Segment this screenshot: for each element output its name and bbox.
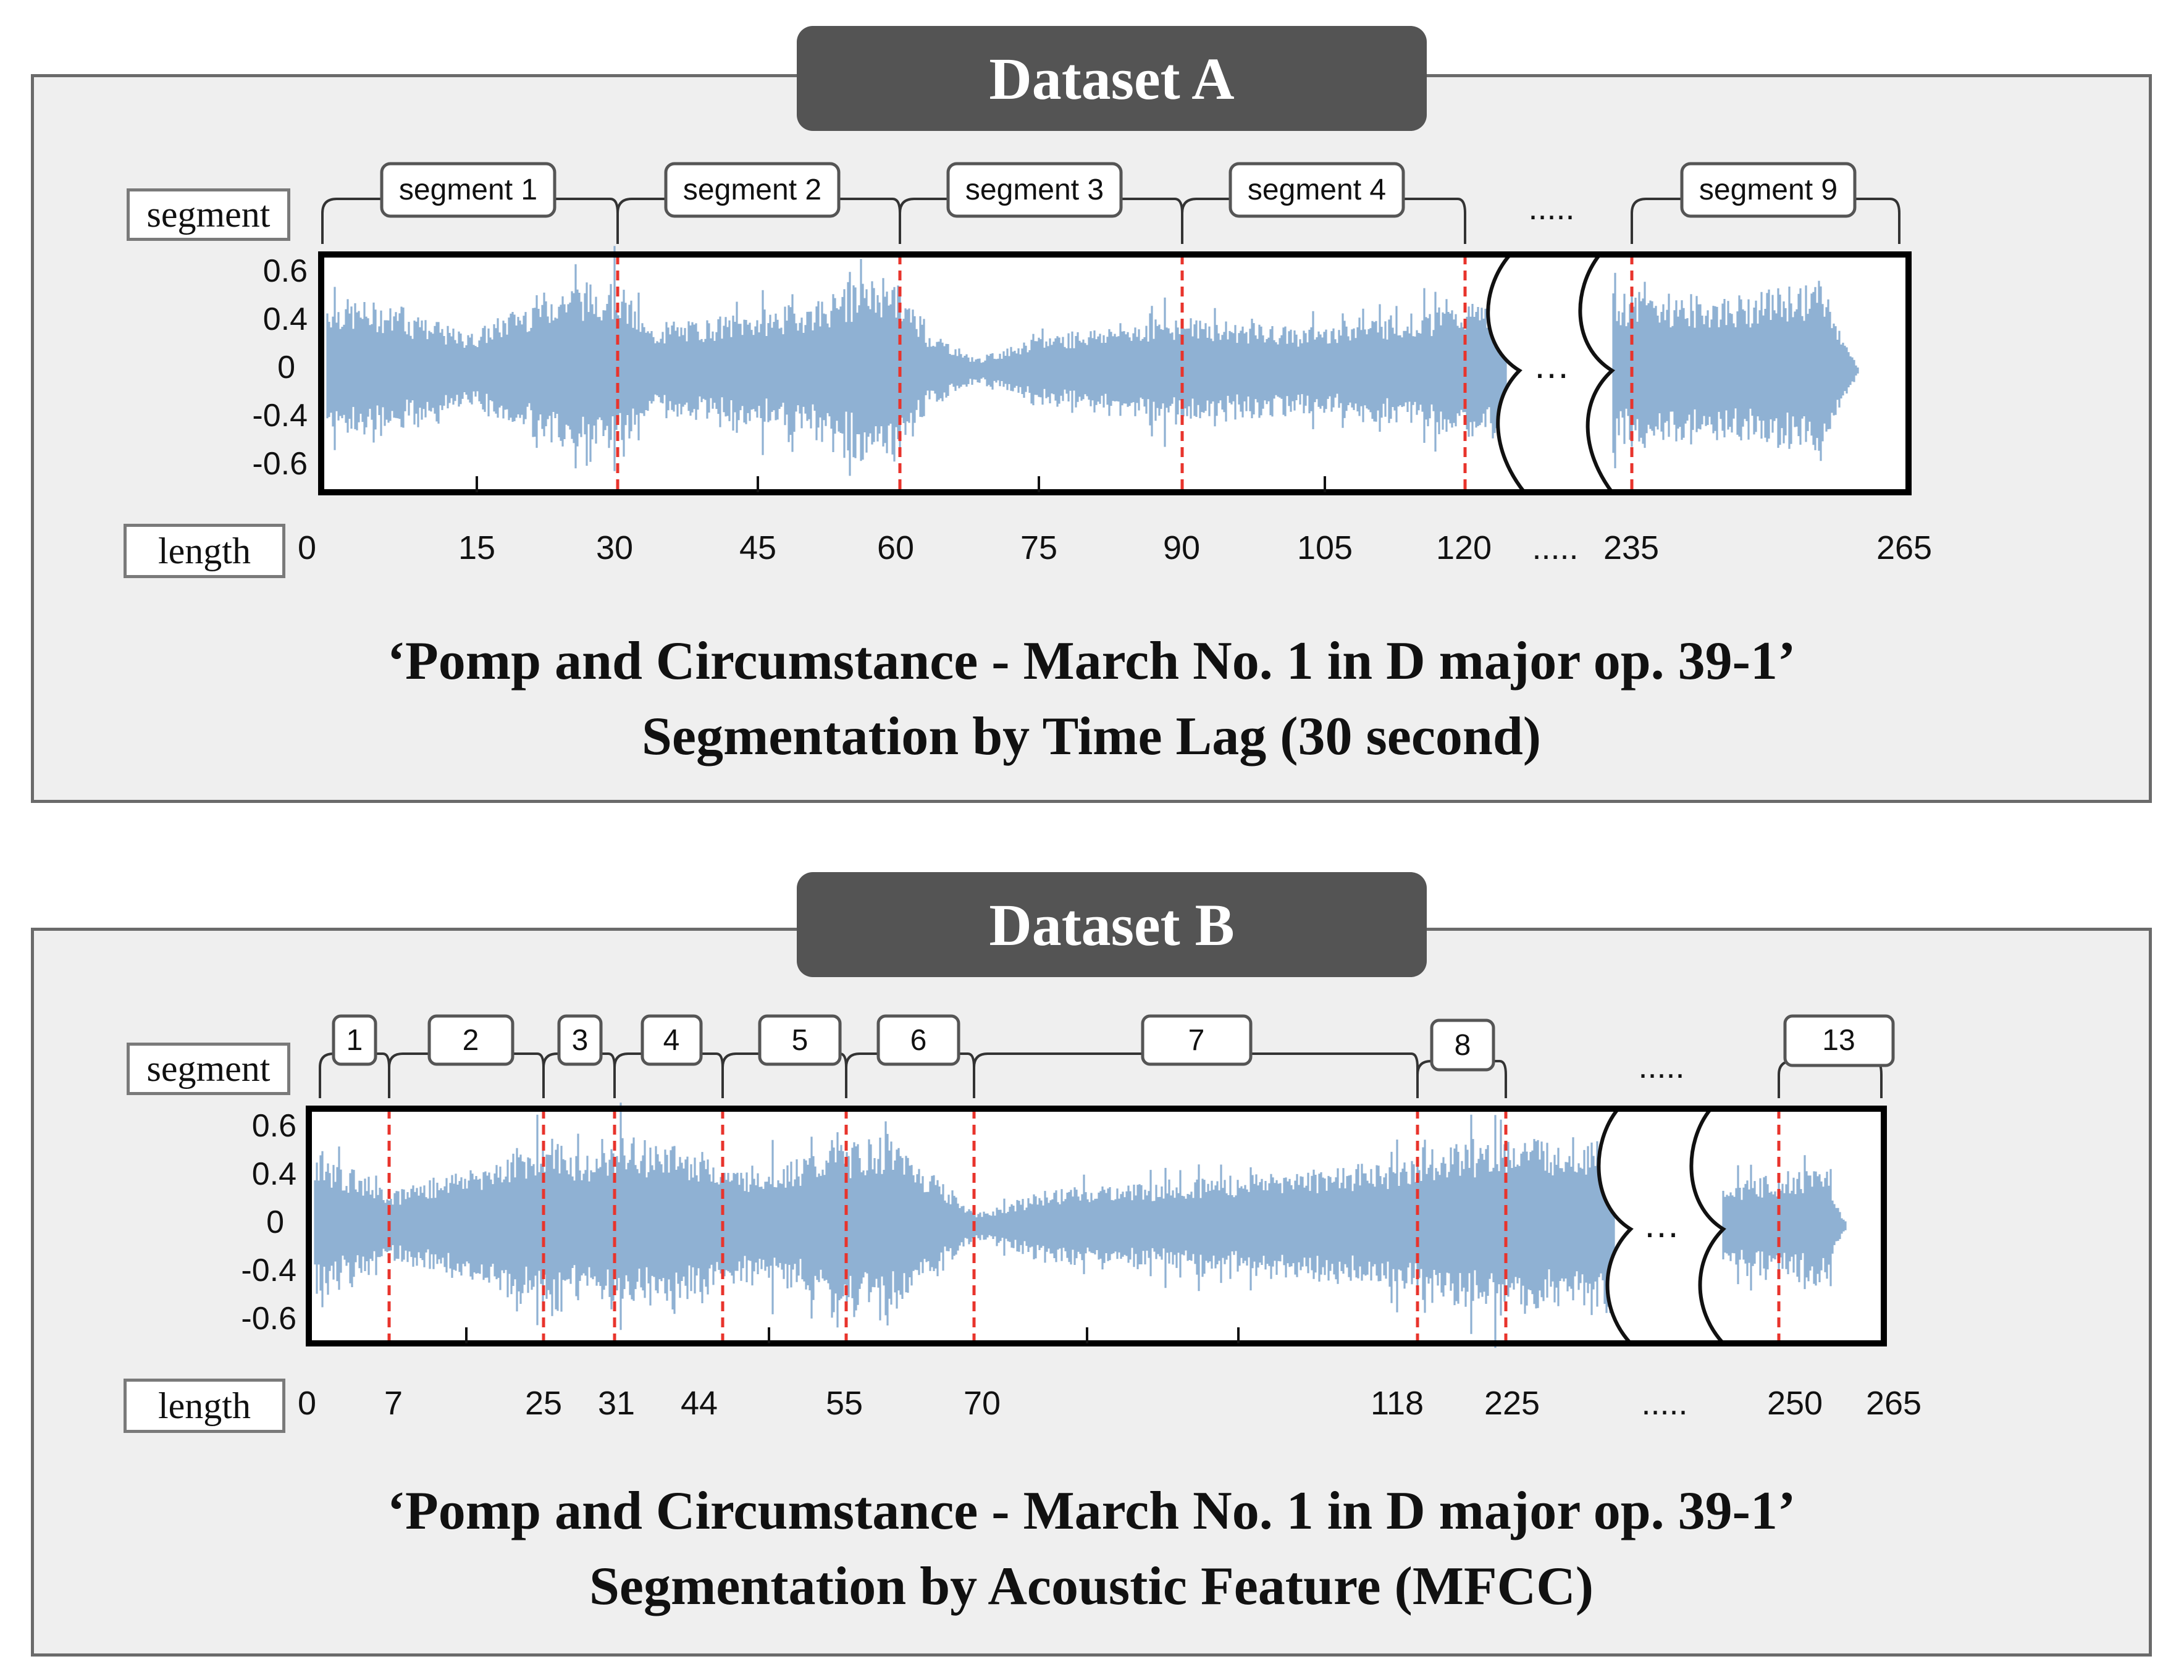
x-tick-label: 105: [1297, 529, 1353, 566]
dataset-b-segment-tag-label: 8: [1455, 1029, 1471, 1062]
dataset-b-y-tick: 0: [266, 1204, 284, 1240]
dataset-b-segment-tag: [1783, 1014, 1895, 1067]
dataset-a-break-ellipsis: …: [1533, 345, 1570, 386]
dataset-a-y-tick: 0.6: [263, 253, 308, 289]
dataset-b-boundaries: [387, 1109, 1781, 1343]
dataset-b-segment-braces: 1 2 3 4 5 6 7 8 13 .....: [319, 1014, 1895, 1098]
dataset-a-waveform: [326, 246, 1859, 476]
x-tick-label: 25: [525, 1385, 562, 1422]
dataset-a-y-tick: -0.4: [252, 398, 308, 434]
x-tick-label: 60: [877, 529, 914, 566]
dataset-b-break-left-curve: [1597, 1107, 1634, 1345]
dataset-b-segment-label: segment: [127, 1043, 290, 1095]
dataset-a-y-tick: 0: [277, 350, 295, 385]
dataset-a-y-tick: -0.6: [252, 446, 308, 482]
dataset-b-segment-tag-label: 4: [663, 1024, 680, 1057]
dataset-b-segment-tag-label: 7: [1188, 1024, 1205, 1057]
dataset-b-segment-tag: [332, 1014, 377, 1066]
x-tick-label: 15: [458, 529, 495, 566]
dataset-b-y-tick: -0.4: [241, 1253, 296, 1288]
dataset-a-break-left-curve: [1486, 253, 1526, 494]
dataset-b-y-axis: 0.6 0.4 0 -0.4 -0.6: [241, 1108, 296, 1337]
x-tick-label: 120: [1436, 529, 1492, 566]
dataset-b-segment-tag-label: 1: [346, 1024, 363, 1057]
dataset-a-title: Dataset A: [797, 26, 1427, 131]
dataset-b-segment-tag: [427, 1014, 514, 1066]
x-tick-label: 0: [298, 529, 316, 566]
dataset-a-segment-tag: [1228, 162, 1405, 218]
dataset-a-x-ticks: 0 15 30 45 60 75 90 105 120..... 235 265: [298, 476, 1932, 566]
x-tick-label: 55: [826, 1385, 863, 1422]
dataset-b-y-tick: 0.6: [252, 1108, 296, 1144]
dataset-b-segment-tag: [640, 1014, 703, 1066]
dataset-b-y-tick: -0.6: [241, 1301, 296, 1337]
dataset-a-length-label: length: [124, 524, 285, 578]
x-tick-label: 75: [1020, 529, 1057, 566]
dataset-b-break-ellipsis: …: [1643, 1204, 1680, 1245]
x-tick-label: 31: [598, 1385, 635, 1422]
dataset-b-segment-tag-label: 13: [1822, 1024, 1855, 1057]
x-tick-label: 90: [1163, 529, 1200, 566]
waveform-trace: [326, 246, 1859, 476]
dataset-b-segment-tag-label: 3: [572, 1024, 589, 1057]
dataset-b-plot-frame: [306, 1106, 1887, 1346]
dataset-b-segment-tag: [1430, 1018, 1495, 1072]
x-tick-label: 44: [681, 1385, 718, 1422]
dataset-b-waveform: [314, 1102, 1847, 1348]
dataset-b-segment-tag: [758, 1014, 842, 1066]
dataset-a-segment-label: segment: [127, 188, 290, 241]
dataset-b-axis-break: [1598, 1109, 1723, 1343]
dataset-a-segment-tag-label: segment 1: [399, 174, 537, 206]
dataset-a-break-right-curve: [1578, 253, 1615, 494]
dataset-a-segment-braces: segment 1 segment 2 segment 3 segment 4 …: [321, 162, 1900, 244]
dataset-a-boundaries: [616, 254, 1634, 492]
dataset-b-plot: … 0 7 25 31 44 55 70 118 225..... 250 265: [298, 1102, 1922, 1422]
dataset-a-segment-tag-label: segment 3: [965, 174, 1104, 206]
dataset-a-segment-tag-label: segment 9: [1699, 174, 1838, 206]
x-tick-label: 45: [739, 529, 776, 566]
dataset-a-segment-ellipsis: .....: [1528, 190, 1574, 227]
x-tick-label: 7: [384, 1385, 403, 1422]
waveform-trace: [314, 1102, 1847, 1348]
dataset-b-segment-ellipsis: .....: [1638, 1048, 1684, 1085]
x-tick-label: 265: [1866, 1385, 1922, 1422]
x-tick-label: 265: [1876, 529, 1932, 566]
dataset-a-segment-tag: [664, 162, 841, 218]
x-tick-label: .....: [1641, 1385, 1687, 1422]
dataset-a-plot: … 0 15 30 45 60 75 90 105 120..... 235 265: [298, 246, 1932, 566]
dataset-a-segment-tag-label: segment 4: [1248, 174, 1386, 206]
x-tick-label: 235: [1603, 529, 1659, 566]
dataset-b-segment-tag: [876, 1014, 960, 1066]
x-tick-label: 0: [298, 1385, 316, 1422]
x-tick-label: 250: [1767, 1385, 1823, 1422]
dataset-a-axis-break: [1488, 254, 1612, 492]
dataset-b-segment-tag-label: 2: [463, 1024, 479, 1057]
dataset-a-y-axis: 0.6 0.4 0 -0.4 -0.6: [252, 253, 308, 482]
dataset-b-caption-title: ‘Pomp and Circumstance - March No. 1 in …: [387, 1481, 1796, 1541]
dataset-a-y-tick: 0.4: [263, 301, 308, 337]
x-tick-label: .....: [1532, 529, 1578, 566]
dataset-a-caption-subtitle: Segmentation by Time Lag (30 second): [641, 707, 1542, 766]
dataset-a-segment-tag: [946, 162, 1123, 218]
dataset-b-x-ticks: 0 7 25 31 44 55 70 118 225..... 250 265: [298, 1327, 1922, 1422]
dataset-b-segment-tag-label: 5: [792, 1024, 808, 1057]
dataset-b-segment-tag-label: 6: [910, 1024, 927, 1057]
dataset-b-length-label: length: [124, 1379, 285, 1433]
dataset-b-segment-tag: [1141, 1014, 1253, 1066]
dataset-b-title: Dataset B: [797, 872, 1427, 977]
dataset-b-y-tick: 0.4: [252, 1156, 296, 1192]
dataset-b-segment-tag: [557, 1014, 603, 1066]
x-tick-label: 30: [596, 529, 633, 566]
dataset-a-segment-tag-label: segment 2: [683, 174, 821, 206]
dataset-b-break-right-curve: [1689, 1107, 1726, 1345]
dataset-a-segment-tag: [1680, 162, 1857, 218]
x-tick-label: 70: [964, 1385, 1001, 1422]
dataset-a-caption-title: ‘Pomp and Circumstance - March No. 1 in …: [387, 631, 1796, 691]
dataset-a-segment-tag: [380, 162, 556, 218]
x-tick-label: 225: [1484, 1385, 1540, 1422]
x-tick-label: 118: [1371, 1385, 1424, 1422]
dataset-a-plot-frame: [318, 251, 1912, 495]
dataset-b-caption-subtitle: Segmentation by Acoustic Feature (MFCC): [589, 1556, 1594, 1616]
